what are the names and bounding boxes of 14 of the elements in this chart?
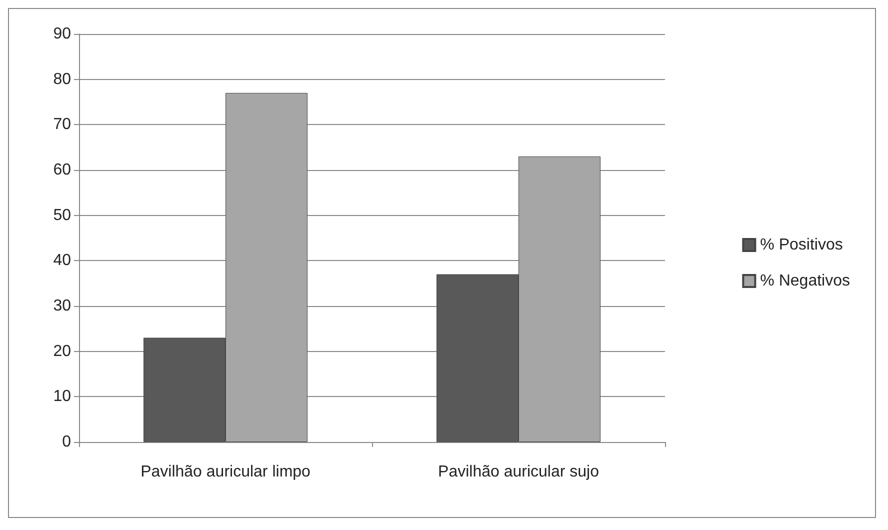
y-tick-label: 50 <box>53 206 72 224</box>
x-tick-label: Pavilhão auricular limpo <box>140 464 311 480</box>
y-tick-label: 80 <box>53 70 72 88</box>
y-tick-label: 30 <box>53 298 72 314</box>
x-tick-label: Pavilhão auricular sujo <box>438 464 600 480</box>
y-tick-label: 90 <box>53 26 72 42</box>
legend-label: % Negativos <box>760 272 850 290</box>
y-tick-label: 70 <box>53 116 72 134</box>
y-tick-label: 40 <box>53 252 72 270</box>
y-tick-label: 10 <box>53 388 72 406</box>
legend-label: % Positivos <box>760 236 843 254</box>
y-tick-label: 20 <box>53 342 72 360</box>
y-tick-label: 60 <box>53 162 72 178</box>
y-tick-label: 0 <box>62 434 72 450</box>
